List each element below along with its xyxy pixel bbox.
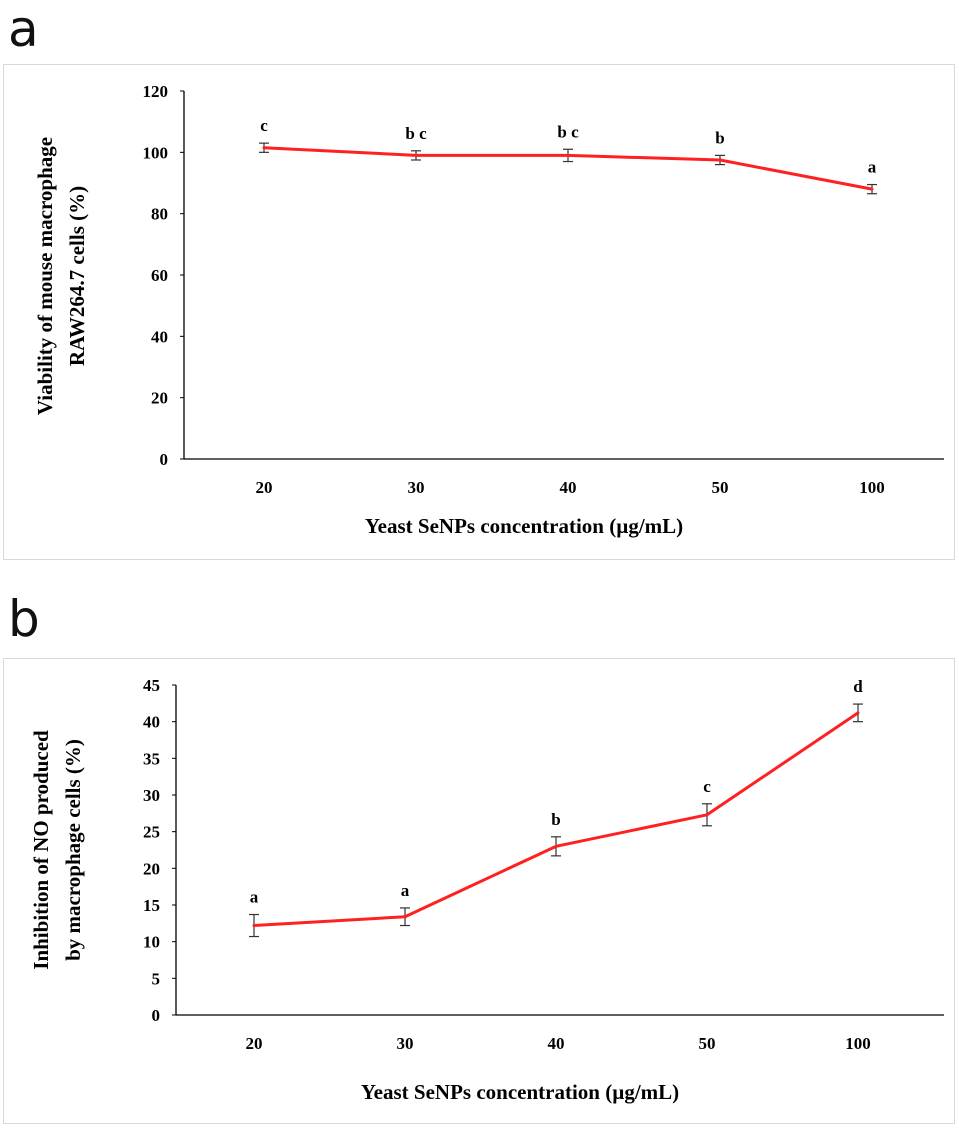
x-tick-label: 40 (560, 478, 577, 497)
x-tick-label: 20 (256, 478, 273, 497)
y-tick-label: 5 (152, 969, 161, 988)
y-tick-label: 15 (143, 896, 160, 915)
significance-label: c (703, 777, 711, 796)
significance-label: b c (405, 124, 427, 143)
significance-label: d (853, 677, 863, 696)
y-tick-label: 25 (143, 823, 160, 842)
significance-label: a (250, 888, 259, 907)
x-axis-title: Yeast SeNPs concentration (µg/mL) (365, 514, 683, 538)
panel-label-b: b (8, 590, 40, 648)
x-tick-label: 50 (699, 1034, 716, 1053)
y-tick-label: 20 (151, 389, 168, 408)
data-point (718, 158, 722, 162)
x-tick-label: 100 (859, 478, 885, 497)
significance-label: a (401, 881, 410, 900)
significance-label: b c (557, 122, 579, 141)
y-axis-title-line: Inhibition of NO produced (29, 730, 53, 970)
y-axis-title-line: by macrophage cells (%) (61, 739, 85, 961)
y-axis-title-line: Viability of mouse macrophage (33, 137, 57, 415)
y-axis-title-line: RAW264.7 cells (%) (65, 186, 89, 366)
data-point (252, 924, 256, 928)
significance-label: b (551, 810, 560, 829)
y-tick-label: 40 (151, 327, 168, 346)
significance-label: b (715, 128, 724, 147)
significance-label: a (868, 158, 877, 177)
y-tick-label: 120 (143, 82, 169, 101)
chart-b-frame: 0 5 10 15 20 25 30 35 40 45 20 30 40 50 100 Yeast SeNPs… (3, 658, 955, 1124)
panel-label-a: a (8, 0, 39, 58)
x-tick-label: 30 (397, 1034, 414, 1053)
x-tick-label: 50 (712, 478, 729, 497)
y-tick-label: 45 (143, 676, 160, 695)
data-point (705, 813, 709, 817)
y-tick-label: 40 (143, 713, 160, 732)
data-point (856, 711, 860, 715)
data-point (403, 915, 407, 919)
x-tick-label: 100 (845, 1034, 871, 1053)
y-tick-label: 30 (143, 786, 160, 805)
y-tick-label: 0 (160, 450, 169, 469)
x-tick-label: 20 (246, 1034, 263, 1053)
chart-a-frame: 0 20 40 60 80 100 120 20 30 40 50 100 Yeast SeNPs co… (3, 64, 955, 560)
y-tick-label: 10 (143, 933, 160, 952)
data-point (870, 187, 874, 191)
x-tick-label: 30 (408, 478, 425, 497)
x-tick-label: 40 (548, 1034, 565, 1053)
data-point (566, 153, 570, 157)
data-point (262, 146, 266, 150)
chart-a: 0 20 40 60 80 100 120 20 30 40 50 100 Yeast SeNPs co… (33, 82, 944, 538)
x-axis-title: Yeast SeNPs concentration (µg/mL) (361, 1080, 679, 1104)
y-tick-label: 35 (143, 749, 160, 768)
data-point (554, 844, 558, 848)
y-tick-label: 20 (143, 859, 160, 878)
chart-b: 0 5 10 15 20 25 30 35 40 45 20 30 40 50 100 Yeast SeNPs… (29, 676, 944, 1104)
y-tick-label: 0 (152, 1006, 161, 1025)
y-tick-label: 60 (151, 266, 168, 285)
data-point (414, 153, 418, 157)
y-tick-label: 100 (143, 143, 169, 162)
y-tick-label: 80 (151, 205, 168, 224)
significance-label: c (260, 116, 268, 135)
